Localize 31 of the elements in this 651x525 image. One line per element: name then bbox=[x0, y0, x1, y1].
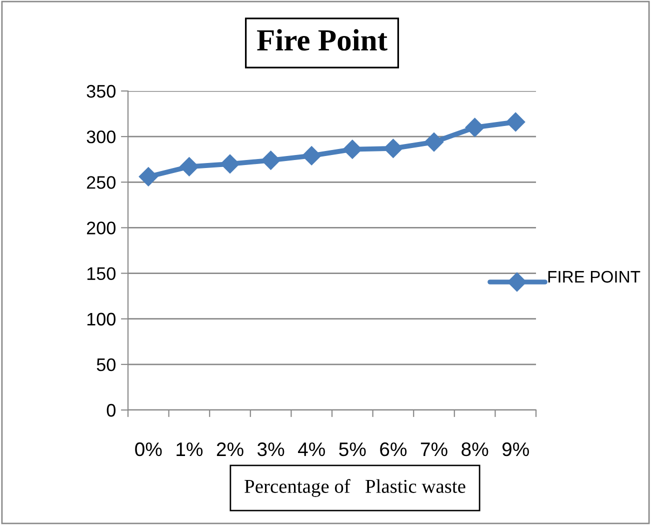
x-tick-label: 3% bbox=[257, 442, 284, 456]
point bbox=[424, 132, 444, 152]
point bbox=[138, 167, 158, 186]
y-tick-label: 0 bbox=[106, 404, 116, 417]
x-tick-label: 2% bbox=[216, 442, 244, 456]
y-tick-label: 100 bbox=[87, 312, 116, 326]
y-tick-label: 150 bbox=[87, 267, 116, 280]
x-tick-label: 7% bbox=[420, 442, 448, 456]
point bbox=[220, 154, 240, 174]
point bbox=[302, 146, 322, 166]
point bbox=[342, 140, 362, 159]
x-tick-label: 1% bbox=[176, 442, 203, 456]
x-tick-label: 6% bbox=[380, 442, 407, 456]
x-tick-label: 0% bbox=[135, 442, 162, 456]
y-tick-label: 300 bbox=[86, 130, 116, 144]
x-axis-title: Percentage of Plastic waste bbox=[244, 479, 466, 497]
chart-title: Fire Point bbox=[257, 29, 388, 51]
x-tick-label: 9% bbox=[502, 442, 529, 456]
y-tick-label: 350 bbox=[86, 84, 116, 98]
y-tick-label: 50 bbox=[96, 358, 116, 372]
x-tick-label: 5% bbox=[339, 442, 366, 456]
x-tick-label: 8% bbox=[462, 442, 488, 456]
point bbox=[180, 157, 199, 176]
legend-label: FIRE POINT bbox=[548, 270, 640, 283]
point bbox=[384, 138, 403, 158]
y-tick-label: 200 bbox=[86, 222, 116, 234]
x-tick-label: 4% bbox=[298, 442, 325, 456]
point bbox=[506, 112, 526, 132]
y-tick-label: 250 bbox=[86, 176, 116, 189]
point bbox=[465, 118, 484, 137]
point bbox=[261, 150, 280, 170]
